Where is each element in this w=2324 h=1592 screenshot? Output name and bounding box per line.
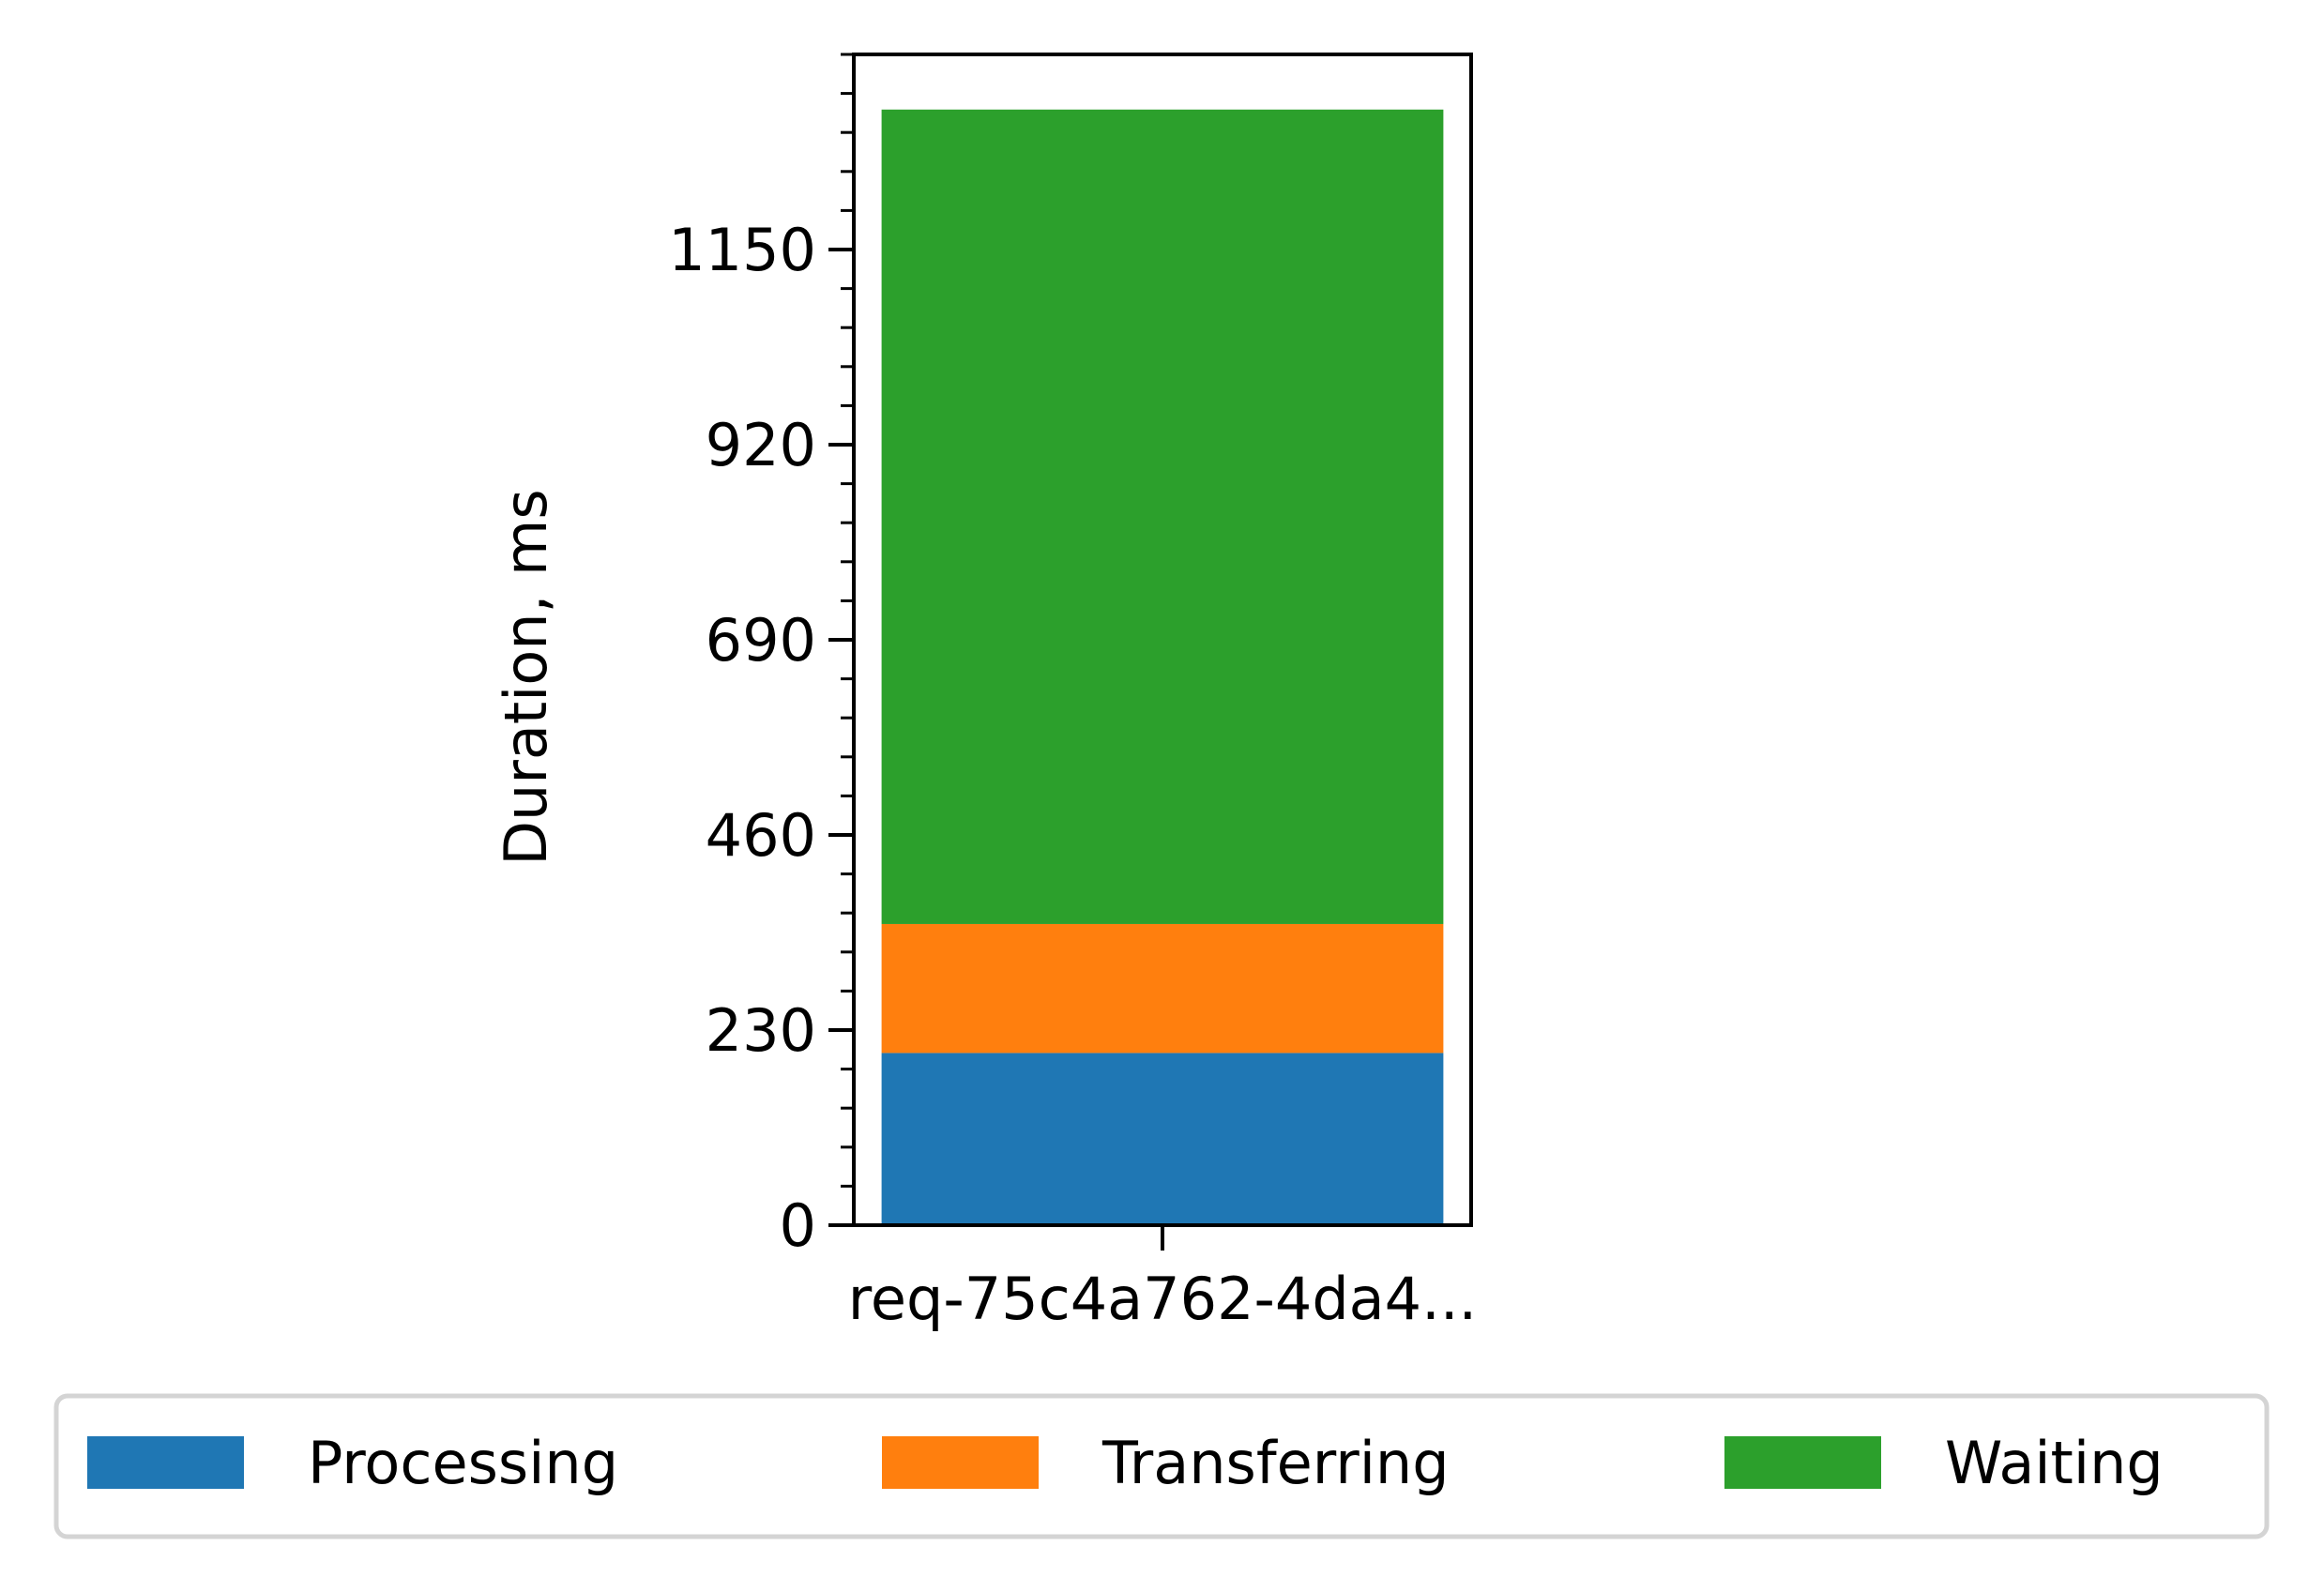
- y-tick-label: 1150: [668, 216, 816, 284]
- legend: Processing Transferring Waiting: [53, 1393, 2270, 1539]
- legend-label-waiting: Waiting: [1945, 1429, 2164, 1497]
- y-tick-label: 920: [706, 411, 816, 479]
- bar-segment-processing: [881, 1053, 1444, 1225]
- legend-swatch-waiting: [1724, 1436, 1881, 1489]
- legend-frame: [53, 1393, 2270, 1539]
- legend-swatch-processing: [87, 1436, 244, 1489]
- bars-layer: [881, 109, 1444, 1225]
- x-axis: req-75c4a762-4da4...: [848, 1225, 1478, 1333]
- y-axis-title: Duration, ms: [492, 489, 560, 865]
- x-tick-label: req-75c4a762-4da4...: [848, 1265, 1478, 1333]
- y-tick-label: 460: [706, 801, 816, 870]
- y-tick-label: 230: [706, 996, 816, 1065]
- y-tick-label: 690: [706, 606, 816, 675]
- bar-segment-transferring: [881, 923, 1444, 1054]
- legend-label-transferring: Transferring: [1101, 1429, 1450, 1497]
- legend-label-processing: Processing: [308, 1429, 618, 1497]
- bar-segment-waiting: [881, 109, 1444, 924]
- y-axis: 0 230 460 690 920 1150: [668, 53, 854, 1260]
- y-tick-label: 0: [780, 1191, 816, 1260]
- legend-swatch-transferring: [882, 1436, 1039, 1489]
